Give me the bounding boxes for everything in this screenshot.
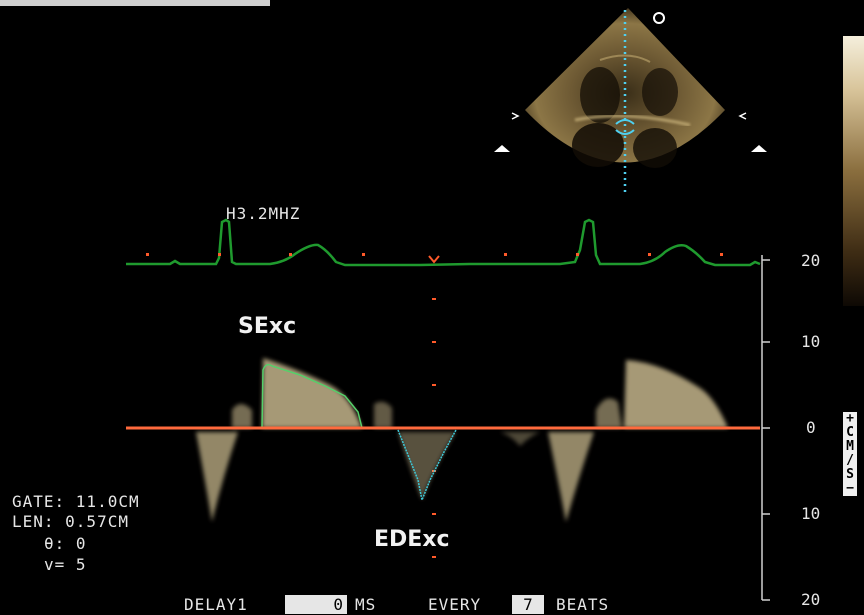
angle-correction-readout: θ: 0 (44, 534, 87, 553)
velocity-scale-ticks (762, 259, 770, 601)
delay-value-field[interactable]: 0 (285, 595, 347, 614)
echo-sector-image (525, 8, 725, 168)
top-status-strip (0, 0, 270, 6)
beats-count-field[interactable]: 7 (512, 595, 544, 614)
right-focus-marker-icon (751, 145, 767, 152)
ecg-trace (126, 218, 761, 267)
delay-label: DELAY1 (184, 595, 248, 614)
left-depth-marker-icon (511, 112, 520, 120)
velocity-unit-label: + C M / S − (843, 412, 857, 496)
diastolic-velocity-trace (397, 429, 457, 503)
early-diastolic-excursion-label: EDExc (374, 527, 450, 552)
scale-tick-label-upper: 10 (801, 332, 821, 351)
scale-tick-label-bottom: 20 (801, 590, 821, 609)
right-depth-marker-icon (738, 112, 747, 120)
sample-gate-icon[interactable] (615, 119, 635, 135)
doppler-spectrum (196, 358, 728, 522)
every-label: EVERY (428, 595, 482, 614)
scale-tick-label-top: 20 (801, 251, 821, 270)
unit-char: + (846, 411, 854, 426)
scale-tick-label-zero: 0 (806, 418, 816, 437)
timing-markers (146, 253, 723, 256)
systolic-velocity-trace (261, 363, 363, 429)
sample-length-readout: LEN: 0.57CM (12, 512, 129, 531)
unit-char: S (846, 467, 854, 482)
unit-char: M (846, 439, 854, 454)
unit-char: − (846, 481, 854, 496)
unit-char: C (846, 425, 854, 440)
beats-label: BEATS (556, 595, 610, 614)
gray-scale-bar (843, 36, 864, 306)
systolic-excursion-label: SExc (238, 314, 297, 339)
probe-frequency-label: H3.2MHZ (226, 204, 301, 223)
delay-unit-label: MS (355, 595, 377, 614)
velocity-setting-readout: v= 5 (44, 555, 87, 574)
sweep-cursor-icon (428, 255, 440, 264)
left-focus-marker-icon (494, 145, 510, 152)
scale-tick-label-lower: 10 (801, 504, 821, 523)
probe-orientation-icon (653, 12, 665, 24)
unit-char: / (846, 453, 854, 468)
gate-depth-readout: GATE: 11.0CM (12, 492, 140, 511)
